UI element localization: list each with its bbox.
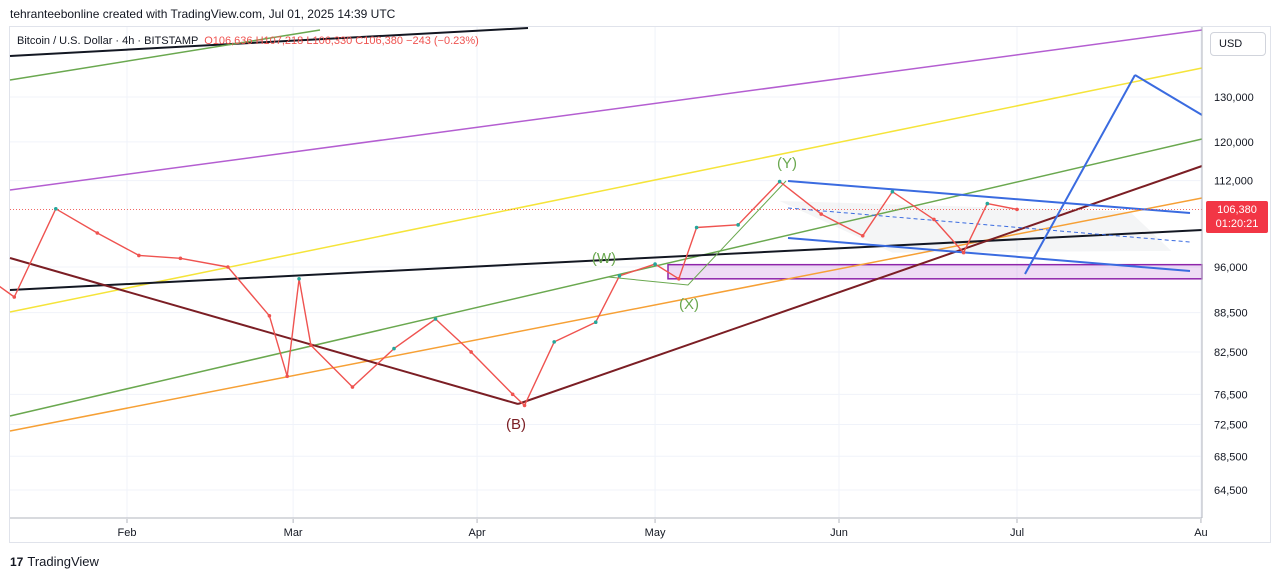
chart-attribution: tehranteebonline created with TradingVie…	[10, 7, 396, 21]
wxy-path	[607, 180, 787, 286]
drawing-zones	[667, 200, 1203, 280]
wave-label: (W)	[592, 250, 616, 267]
x-tick-label: Mar	[284, 527, 303, 539]
green-top-line	[9, 29, 321, 81]
price-point	[552, 340, 556, 344]
maroon-down-line	[9, 257, 519, 405]
blue-wedge-top	[787, 180, 1191, 214]
purple-channel-line	[9, 29, 1203, 191]
black-support-line	[9, 229, 1203, 291]
demand-zone	[667, 263, 1203, 280]
y-tick-label: 76,500	[1214, 389, 1248, 401]
y-tick-label: 72,500	[1214, 419, 1248, 431]
price-point	[350, 385, 355, 389]
price-point	[522, 403, 527, 408]
x-tick-label: Jul	[1010, 527, 1024, 539]
price-point	[617, 274, 622, 278]
blue-wedge-bottom	[787, 237, 1191, 272]
currency-button[interactable]: USD	[1210, 32, 1266, 56]
price-point	[593, 320, 598, 325]
price-point	[469, 350, 473, 354]
price-point	[226, 265, 230, 269]
price-point	[777, 179, 782, 184]
blue-projection-down	[1134, 74, 1203, 116]
tradingview-logo-icon: 17	[10, 555, 24, 569]
price-point	[433, 317, 438, 321]
last-price-value: 106,380	[1217, 204, 1257, 216]
price-point	[1015, 207, 1019, 212]
blue-projection-up	[1024, 74, 1136, 275]
price-point	[267, 313, 272, 318]
price-series	[0, 179, 1019, 408]
price-point	[137, 253, 141, 258]
x-tick-label: Au	[1194, 527, 1207, 539]
price-point	[985, 201, 990, 206]
wave-labels: (Y) (W) (X) (B)	[506, 155, 797, 433]
price-point	[285, 374, 290, 379]
price-point	[95, 231, 100, 235]
price-point	[510, 392, 515, 397]
yellow-channel-line	[9, 67, 1203, 313]
chart-frame	[9, 26, 1271, 543]
blue-dashed-midline	[787, 207, 1191, 243]
trendlines	[9, 27, 1203, 432]
orange-channel-line	[9, 197, 1203, 432]
y-tick-label: 88,500	[1214, 308, 1248, 320]
price-point	[392, 346, 396, 351]
price-point	[297, 277, 301, 281]
black-top-line	[9, 27, 529, 57]
price-point	[677, 277, 681, 281]
price-point	[890, 189, 895, 194]
price-point	[309, 343, 313, 348]
price-point	[178, 256, 183, 261]
ohlc-values: O106,636 H107,218 L106,330 C106,380 −243…	[204, 35, 479, 47]
symbol-name: Bitcoin / U.S. Dollar · 4h · BITSTAMP	[17, 35, 199, 47]
x-tick-label: Feb	[118, 527, 137, 539]
price-point	[932, 217, 936, 222]
price-point	[736, 223, 740, 227]
wave-label: (Y)	[777, 155, 797, 172]
symbol-legend[interactable]: Bitcoin / U.S. Dollar · 4h · BITSTAMP O1…	[17, 35, 479, 47]
price-point	[12, 295, 17, 299]
price-point	[653, 262, 657, 266]
y-tick-label: 96,000	[1214, 262, 1248, 274]
bar-countdown: 01:20:21	[1215, 218, 1259, 230]
price-point	[860, 233, 865, 238]
y-tick-label: 130,000	[1214, 92, 1254, 104]
y-tick-label: 112,000	[1214, 176, 1253, 188]
price-line	[0, 180, 1018, 407]
y-axis: 130,000 120,000 112,000 96,000 88,500 82,500 7…	[1201, 27, 1254, 518]
x-tick-label: May	[645, 527, 666, 539]
y-tick-label: 64,500	[1214, 485, 1248, 497]
price-point	[961, 250, 966, 255]
brand-name: TradingView	[27, 554, 99, 569]
wave-label: (B)	[506, 416, 526, 433]
x-tick-label: Apr	[469, 527, 486, 539]
tradingview-logo[interactable]: 17 TradingView	[10, 554, 99, 569]
price-point	[54, 207, 58, 211]
y-tick-label: 68,500	[1214, 451, 1248, 463]
wave-label: (X)	[679, 296, 699, 313]
last-price-label: 106,380 01:20:21	[1206, 201, 1268, 233]
price-point	[694, 225, 699, 230]
price-point	[819, 212, 823, 216]
x-tick-label: Jun	[830, 527, 848, 539]
green-channel-line	[9, 138, 1203, 417]
x-axis: Feb Mar Apr May Jun Jul Au	[10, 517, 1208, 539]
maroon-up-line	[517, 165, 1203, 405]
gridlines	[10, 27, 1202, 518]
y-tick-label: 82,500	[1214, 347, 1248, 359]
y-tick-label: 120,000	[1214, 137, 1254, 149]
